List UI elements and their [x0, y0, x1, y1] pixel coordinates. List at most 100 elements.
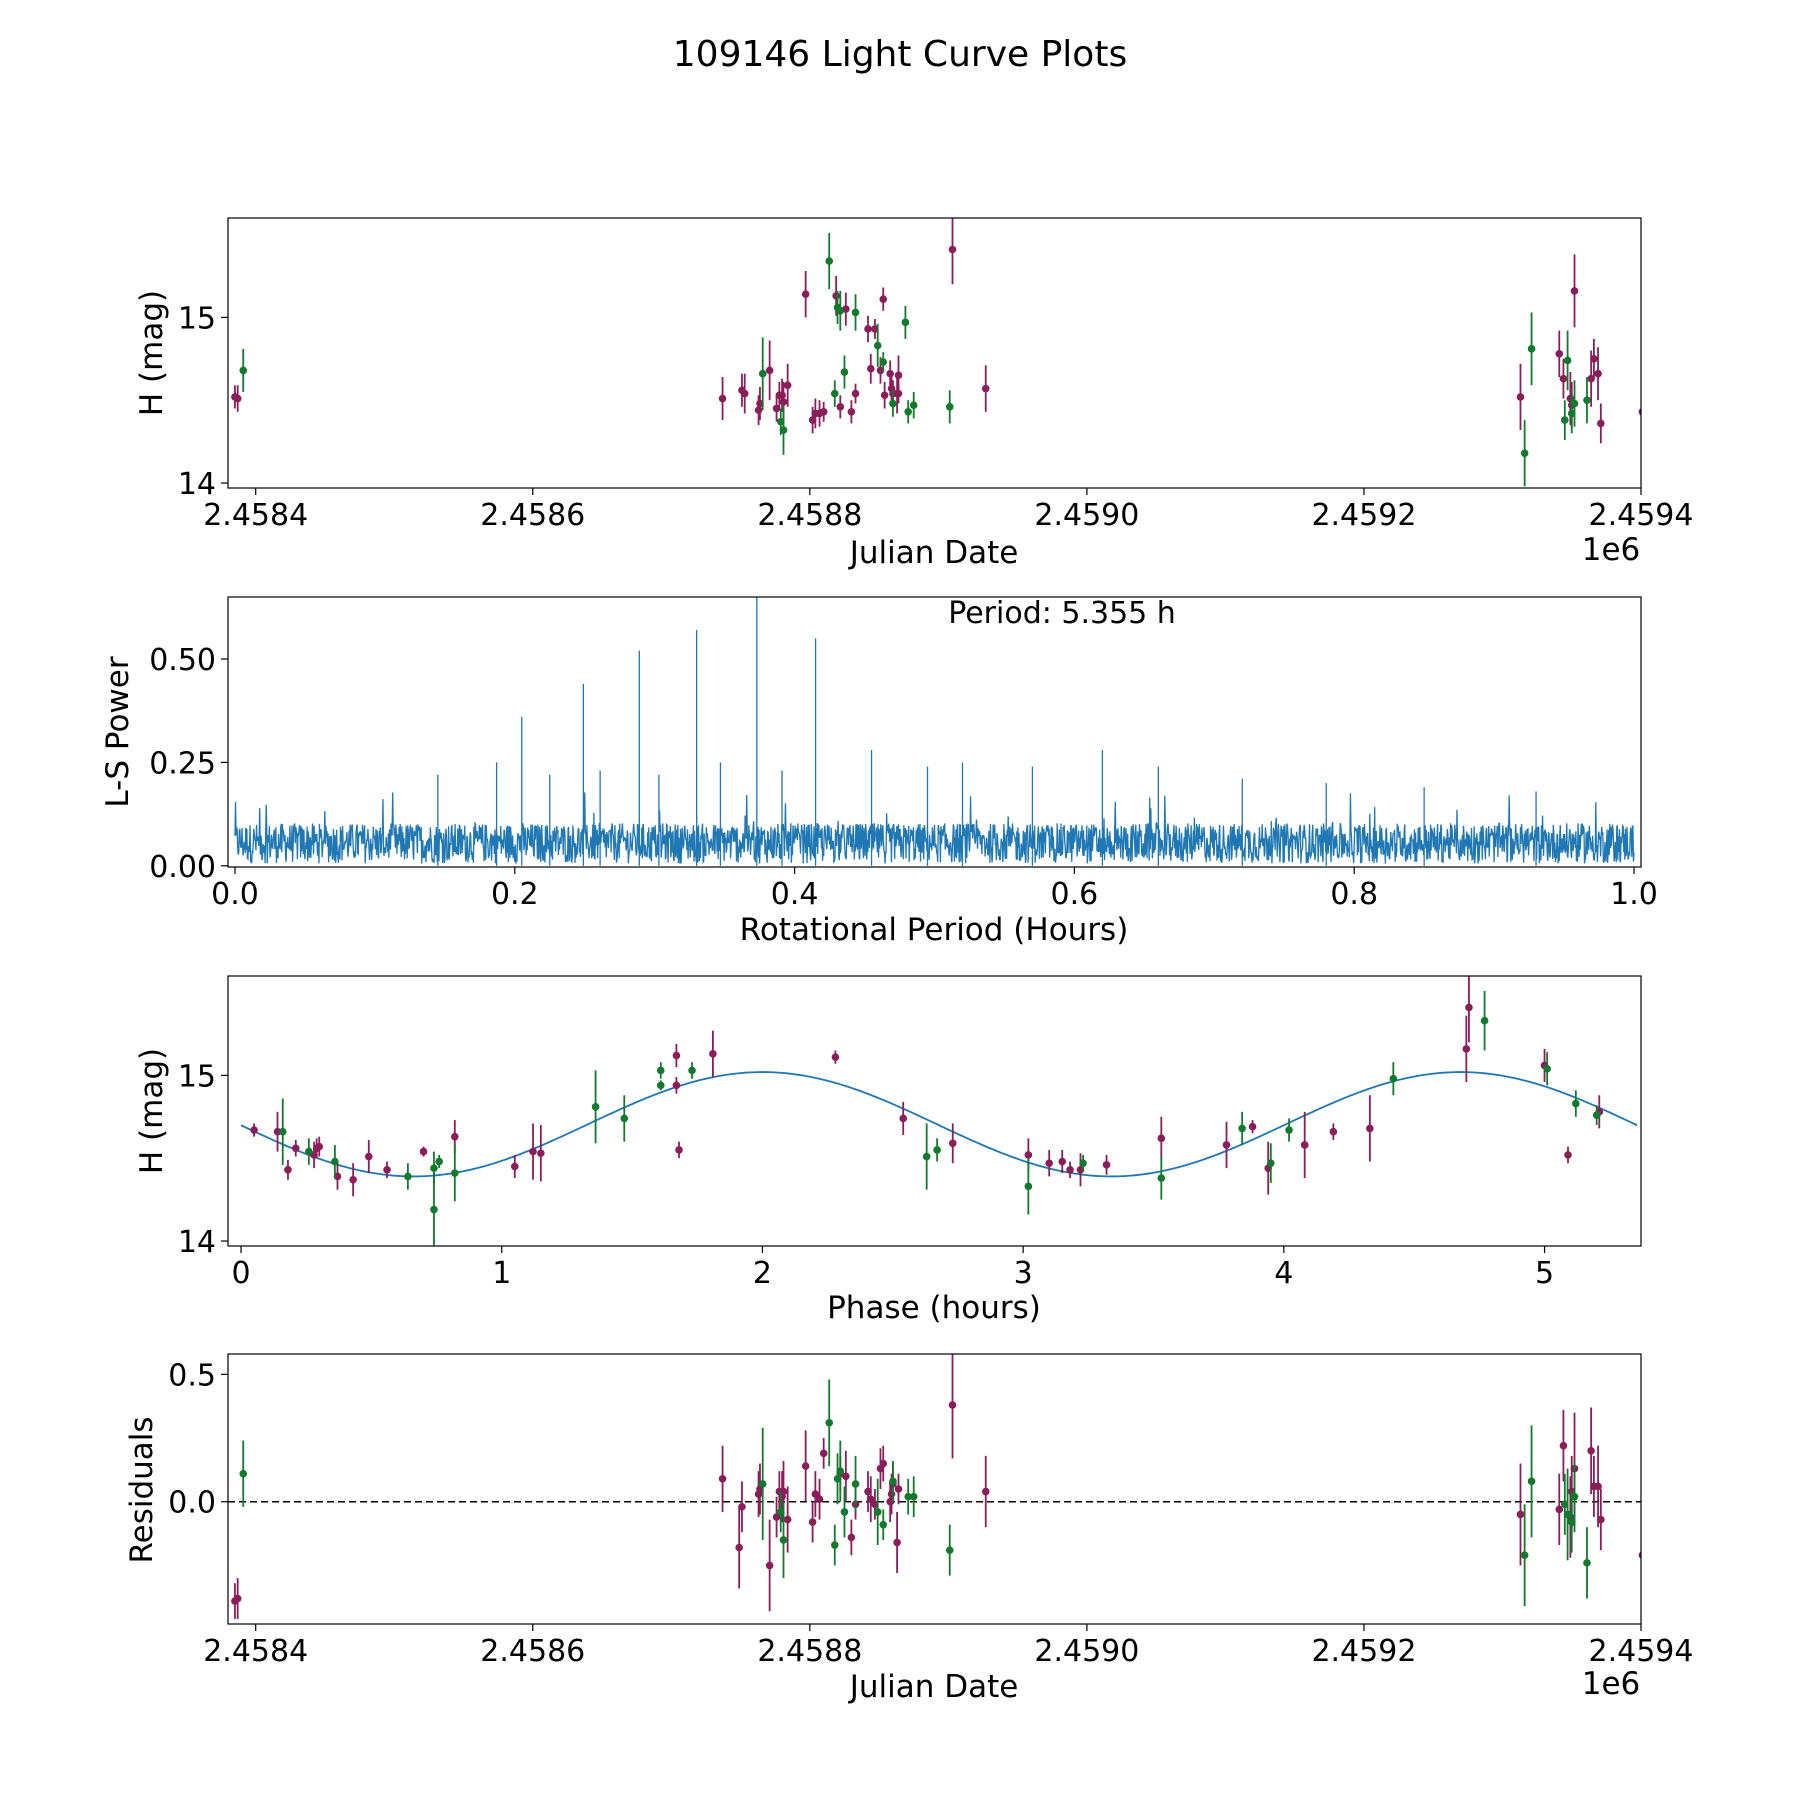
data-point [1520, 1551, 1529, 1560]
residuals-panel: 2.4584 2.4586 2.4588 2.4590 2.4592 2.4594 0.0 0… [124, 1353, 1693, 1705]
data-point [808, 1518, 817, 1526]
data-point [847, 408, 856, 416]
phased-ytick-label: 14 [178, 1225, 216, 1260]
data-point [832, 292, 840, 300]
data-point [1563, 356, 1572, 365]
data-point [1238, 1124, 1246, 1133]
data-point [815, 1495, 824, 1503]
periodogram-xtick-label: 1.0 [1610, 877, 1658, 912]
phased-xtick-label: 2 [753, 1256, 772, 1291]
periodogram-ylabel: L-S Power [100, 656, 136, 807]
data-point [879, 295, 888, 303]
lightcurve-xtick-label: 2.4586 [480, 498, 585, 533]
data-point [305, 1147, 313, 1156]
data-point [239, 1469, 248, 1478]
lightcurve-ticks: 2.4584 2.4586 2.4588 2.4590 2.4592 2.4594 14 15 [178, 301, 1694, 533]
data-point [899, 1114, 908, 1123]
data-point [383, 1166, 391, 1174]
periodogram-xtick-label: 0.0 [211, 877, 259, 912]
phased-xtick-label: 3 [1014, 1256, 1033, 1291]
data-point [529, 1147, 537, 1156]
data-point [819, 408, 828, 416]
data-point [718, 394, 727, 403]
residuals-xtick-label: 2.4592 [1311, 1634, 1416, 1669]
data-point [273, 1127, 282, 1136]
data-point [233, 394, 242, 403]
periodogram-line [234, 597, 1635, 866]
data-point [1527, 1477, 1536, 1486]
data-point [945, 403, 954, 411]
phased-points [240, 976, 1638, 1246]
data-point [315, 1142, 324, 1151]
residuals-xtick-label: 2.4590 [1034, 1634, 1139, 1669]
data-point [831, 1053, 840, 1061]
data-point [825, 1418, 834, 1427]
data-point [404, 1172, 412, 1181]
data-point [836, 1467, 845, 1475]
data-point [435, 1157, 443, 1166]
lightcurve-panel: 2.4584 2.4586 2.4588 2.4590 2.4592 2.4594 14 15… [134, 217, 1694, 571]
data-point [239, 366, 248, 375]
data-point [1594, 369, 1602, 378]
data-point [430, 1164, 438, 1172]
data-point [738, 1503, 746, 1511]
data-point [1045, 1159, 1054, 1167]
data-point [945, 1546, 954, 1554]
data-point [1590, 354, 1598, 363]
data-point [894, 389, 903, 398]
data-point [364, 1152, 373, 1161]
data-point [656, 1081, 665, 1090]
data-point [1516, 1510, 1525, 1519]
data-point [1597, 419, 1605, 428]
data-point [772, 1513, 781, 1521]
residuals-xtick-label: 2.4588 [757, 1634, 862, 1669]
data-point [1024, 1151, 1033, 1159]
data-point [1389, 1074, 1398, 1083]
data-point [873, 1508, 882, 1516]
data-point [1248, 1122, 1257, 1131]
periodogram-ytick-label: 0.00 [149, 850, 216, 885]
data-point [1520, 449, 1529, 458]
phased-xlabel: Phase (hours) [827, 1290, 1041, 1326]
residuals-ylabel: Residuals [124, 1416, 160, 1563]
data-point [851, 308, 860, 317]
data-point [879, 358, 888, 366]
periodogram-ticks: 0.0 0.2 0.4 0.6 0.8 1.0 0.00 0.25 0.50 [149, 643, 1658, 912]
data-point [1329, 1127, 1338, 1136]
data-point [840, 1508, 849, 1516]
data-point [1024, 1182, 1033, 1191]
data-point [779, 1536, 788, 1544]
data-point [1285, 1126, 1293, 1134]
lightcurve-xtick-label: 2.4588 [757, 498, 862, 533]
data-point [904, 1492, 912, 1501]
data-point [864, 325, 872, 333]
data-point [291, 1144, 300, 1153]
data-point [1079, 1159, 1087, 1167]
data-point [894, 371, 903, 380]
data-point [1066, 1166, 1074, 1174]
data-point [451, 1132, 459, 1141]
data-point [620, 1114, 629, 1123]
data-point [851, 1480, 860, 1488]
power-line [234, 597, 1635, 866]
data-point [933, 1146, 941, 1154]
periodogram-xlabel: Rotational Period (Hours) [740, 912, 1129, 948]
data-point [1157, 1174, 1166, 1182]
data-point [880, 391, 889, 400]
periodogram-xtick-label: 0.4 [771, 877, 819, 912]
periodogram-frame [227, 596, 1642, 868]
data-point [887, 1490, 896, 1498]
periodogram-ytick-label: 0.25 [149, 746, 216, 781]
data-point [819, 1449, 828, 1458]
data-point [948, 245, 957, 254]
data-point [783, 1515, 792, 1524]
data-point [1480, 1016, 1489, 1025]
lightcurve-frame [227, 217, 1642, 489]
data-point [1638, 1551, 1641, 1559]
data-point [981, 384, 990, 393]
lightcurve-ytick-label: 15 [178, 301, 216, 336]
data-point [1572, 1099, 1580, 1108]
data-point [889, 1477, 897, 1486]
data-point [1555, 1505, 1564, 1514]
data-point [840, 368, 849, 376]
